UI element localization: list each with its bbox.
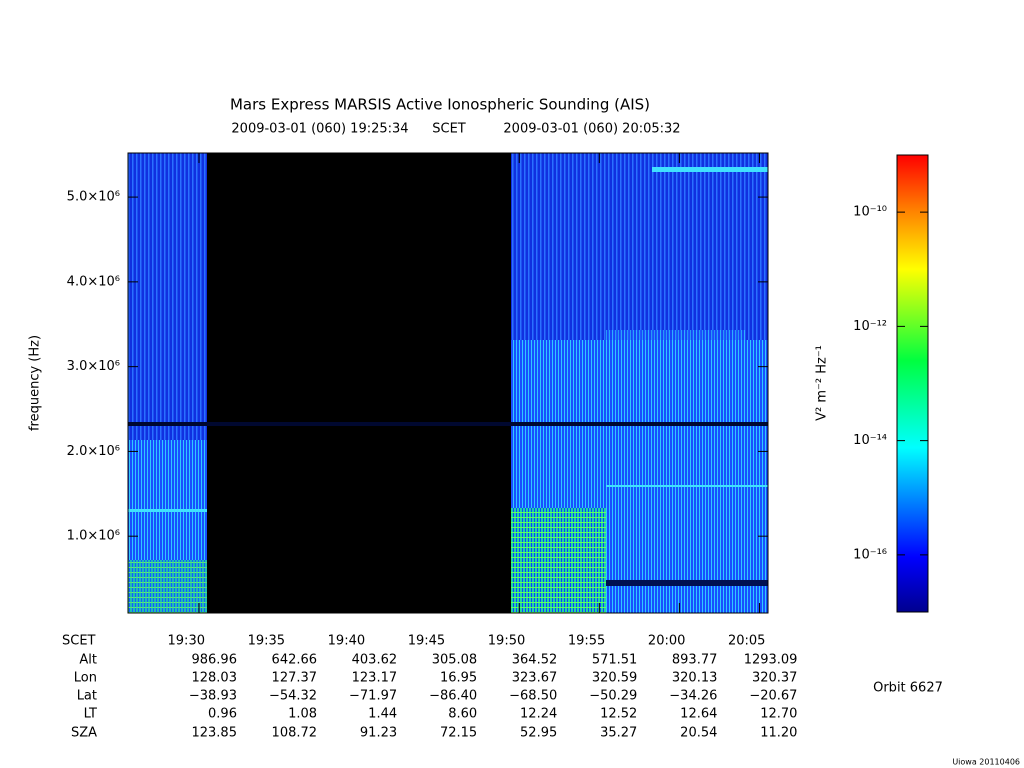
time-system: SCET	[432, 122, 466, 137]
ephemeris-value: 403.62	[352, 653, 398, 668]
ephemeris-value: 72.15	[440, 726, 477, 741]
spectrogram-segment	[606, 485, 768, 487]
ephemeris-value: −54.32	[269, 689, 317, 704]
row-label: Alt	[79, 653, 97, 668]
ephemeris-value: 320.59	[592, 671, 638, 686]
colorbar-tick-label: 10⁻¹⁴	[853, 433, 887, 448]
spectrogram-segment	[128, 422, 768, 426]
ephemeris-value: 893.77	[672, 653, 718, 668]
spectrogram-segment	[606, 330, 746, 380]
ephemeris-value: −34.26	[669, 689, 717, 704]
colorbar-label: V² m⁻² Hz⁻¹	[815, 345, 830, 421]
row-label: SCET	[62, 634, 96, 649]
ephemeris-value: 16.95	[440, 671, 477, 686]
y-axis-label: frequency (Hz)	[28, 335, 43, 431]
ephemeris-value: 11.20	[760, 726, 797, 741]
ephemeris-value: 0.96	[208, 707, 237, 722]
ephemeris-value: −71.97	[349, 689, 397, 704]
ephemeris-value: 91.23	[360, 726, 397, 741]
ephemeris-value: 12.64	[680, 707, 717, 722]
x-tick-label: 19:50	[488, 634, 525, 649]
x-tick-label: 19:30	[168, 634, 205, 649]
row-label: LT	[84, 707, 97, 722]
ephemeris-value: −50.29	[589, 689, 637, 704]
ephemeris-value: 1293.09	[744, 653, 798, 668]
ephemeris-value: 1.08	[288, 707, 317, 722]
credit: Uiowa 20110406	[952, 758, 1020, 767]
ephemeris-value: 52.95	[520, 726, 557, 741]
ephemeris-value: 108.72	[272, 726, 318, 741]
ephemeris-value: 1.44	[368, 707, 397, 722]
chart-title: Mars Express MARSIS Active Ionospheric S…	[230, 96, 650, 114]
ephemeris-value: 323.67	[512, 671, 558, 686]
ephemeris-value: 320.13	[672, 671, 718, 686]
spectrogram	[128, 153, 768, 613]
end-time: 2009-03-01 (060) 20:05:32	[503, 122, 680, 137]
spectrogram-segment	[652, 167, 768, 172]
ephemeris-value: −20.67	[749, 689, 797, 704]
row-label: Lon	[74, 671, 97, 686]
spectrogram-segment	[128, 509, 207, 512]
y-tick-label: 4.0×10⁶	[67, 274, 120, 289]
ephemeris-value: 123.17	[352, 671, 398, 686]
x-tick-label: 19:45	[408, 634, 445, 649]
ephemeris-value: 305.08	[432, 653, 478, 668]
ephemeris-value: 20.54	[680, 726, 717, 741]
ephemeris-value: 128.03	[191, 671, 237, 686]
ephemeris-value: 127.37	[272, 671, 318, 686]
ephemeris-value: −38.93	[189, 689, 237, 704]
ephemeris-value: 12.52	[600, 707, 637, 722]
y-tick-label: 3.0×10⁶	[67, 359, 120, 374]
ephemeris-value: 364.52	[512, 653, 558, 668]
spectrogram-segment	[511, 508, 606, 613]
ephemeris-value: −86.40	[429, 689, 477, 704]
ephemeris-value: 320.37	[752, 671, 798, 686]
colorbar-tick-label: 10⁻¹⁶	[853, 547, 887, 562]
x-tick-label: 20:05	[728, 634, 765, 649]
ephemeris-value: 35.27	[600, 726, 637, 741]
start-time: 2009-03-01 (060) 19:25:34	[231, 122, 408, 137]
colorbar-tick-label: 10⁻¹²	[853, 319, 887, 334]
ephemeris-value: 571.51	[592, 653, 638, 668]
ephemeris-value: 12.70	[760, 707, 797, 722]
spectrogram-segment	[606, 580, 768, 586]
row-label: SZA	[71, 726, 97, 741]
y-tick-label: 2.0×10⁶	[67, 444, 120, 459]
ephemeris-value: 12.24	[520, 707, 557, 722]
ephemeris-value: 642.66	[272, 653, 318, 668]
ephemeris-value: 986.96	[191, 653, 237, 668]
x-tick-label: 20:00	[648, 634, 685, 649]
orbit: Orbit 6627	[873, 681, 943, 696]
spectrogram-segment	[128, 560, 207, 613]
x-tick-label: 19:35	[248, 634, 285, 649]
ephemeris-value: −68.50	[509, 689, 557, 704]
y-tick-label: 5.0×10⁶	[67, 190, 120, 205]
plot-frame	[127, 152, 769, 614]
ephemeris-value: 123.85	[191, 726, 237, 741]
x-tick-label: 19:55	[568, 634, 605, 649]
colorbar	[896, 154, 929, 613]
x-tick-label: 19:40	[328, 634, 365, 649]
ephemeris-value: 8.60	[448, 707, 477, 722]
colorbar-tick-label: 10⁻¹⁰	[853, 205, 887, 220]
y-tick-label: 1.0×10⁶	[67, 529, 120, 544]
row-label: Lat	[77, 689, 97, 704]
